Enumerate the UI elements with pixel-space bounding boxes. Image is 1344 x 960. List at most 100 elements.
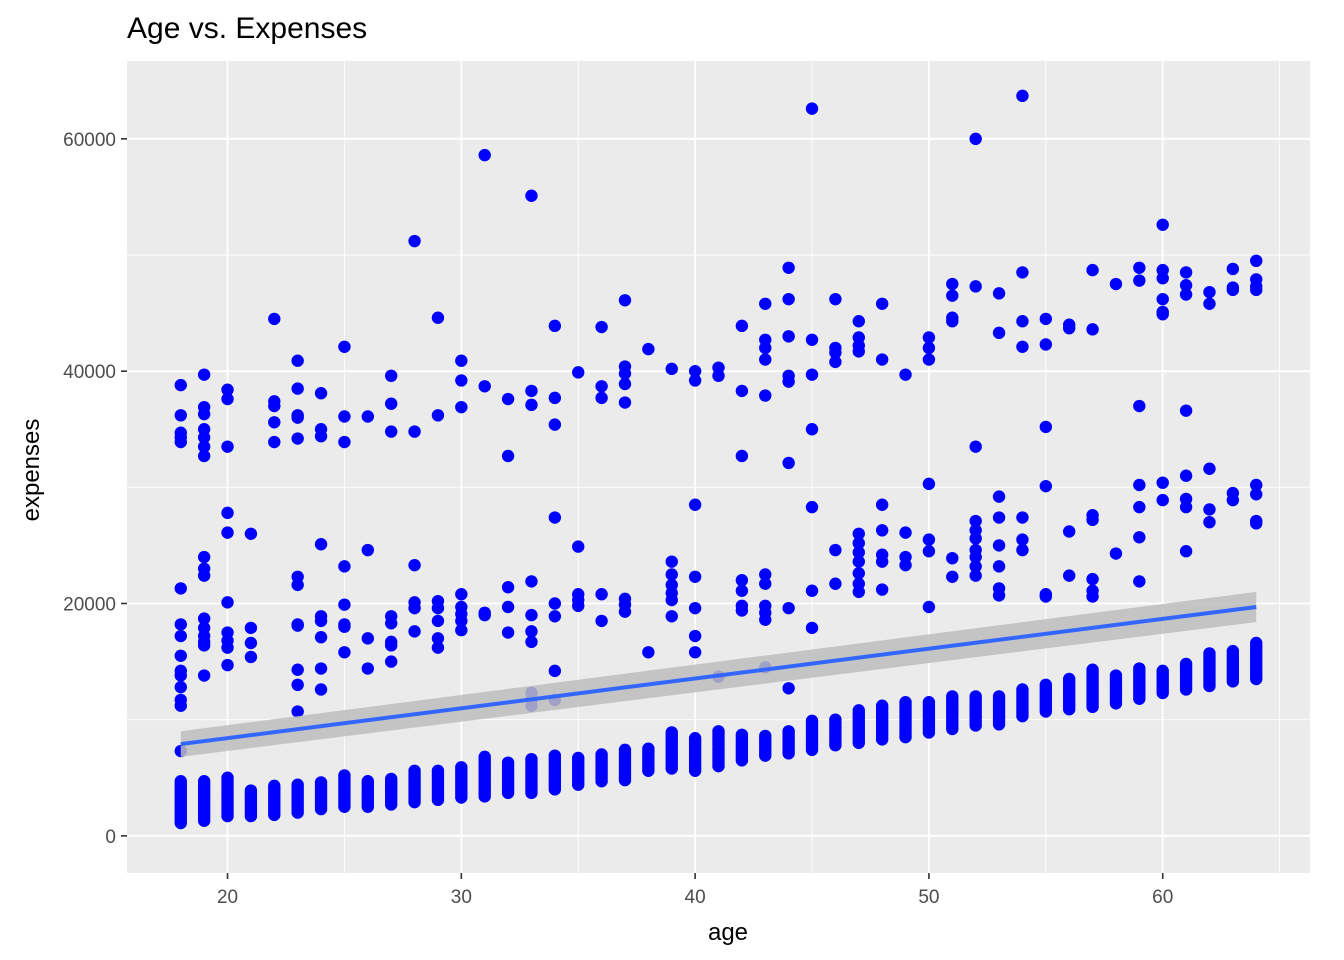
data-point xyxy=(244,636,258,650)
data-point xyxy=(829,543,842,557)
data-point xyxy=(1062,672,1076,686)
data-point xyxy=(1062,569,1076,582)
data-point xyxy=(1086,263,1099,277)
data-point xyxy=(1062,525,1076,538)
data-point xyxy=(735,449,749,463)
trend-line-group xyxy=(180,591,1257,757)
data-point xyxy=(197,775,211,788)
data-point xyxy=(969,690,982,703)
data-point xyxy=(1156,292,1169,306)
data-point xyxy=(1203,297,1216,310)
data-point xyxy=(525,625,538,638)
data-point xyxy=(244,621,258,635)
data-point xyxy=(361,543,375,557)
data-point xyxy=(642,742,655,755)
data-point xyxy=(314,662,328,675)
data-point xyxy=(735,584,749,597)
data-point xyxy=(291,432,304,445)
data-point xyxy=(197,440,211,453)
data-point xyxy=(1156,272,1169,285)
data-point xyxy=(314,776,328,789)
trend-line xyxy=(180,604,1257,747)
data-point xyxy=(431,601,445,615)
data-point xyxy=(595,748,608,761)
data-point xyxy=(548,597,562,610)
data-point xyxy=(197,368,211,381)
data-point xyxy=(572,599,585,613)
data-point xyxy=(548,749,562,762)
data-point xyxy=(174,409,187,422)
data-point xyxy=(431,311,445,324)
data-point xyxy=(969,514,982,528)
data-point xyxy=(688,646,702,659)
data-point xyxy=(595,391,608,405)
data-point xyxy=(805,621,819,635)
data-point xyxy=(1039,590,1053,603)
data-point xyxy=(782,682,795,695)
data-point xyxy=(338,769,351,782)
data-point xyxy=(899,558,912,572)
data-point xyxy=(946,551,959,565)
y-tick-label: 40000 xyxy=(63,362,116,383)
data-point xyxy=(1179,266,1193,279)
data-point xyxy=(992,287,1006,300)
data-point xyxy=(455,614,468,628)
data-point xyxy=(899,368,912,381)
data-point xyxy=(759,297,772,310)
data-point xyxy=(197,449,211,463)
data-point xyxy=(852,555,865,568)
data-point xyxy=(478,750,491,764)
data-point xyxy=(1062,321,1076,335)
data-point xyxy=(221,526,234,539)
data-point xyxy=(852,536,865,550)
data-point xyxy=(992,560,1006,573)
data-point xyxy=(1203,515,1216,529)
data-point xyxy=(314,614,328,628)
data-point xyxy=(455,374,468,387)
data-point xyxy=(221,383,234,396)
data-point xyxy=(782,375,795,388)
data-point xyxy=(992,539,1006,552)
data-point xyxy=(688,364,702,378)
data-point xyxy=(829,355,842,369)
data-point xyxy=(1039,338,1053,351)
data-point xyxy=(291,663,304,676)
data-point xyxy=(618,743,632,757)
data-point xyxy=(291,382,304,395)
data-point xyxy=(852,704,865,717)
data-point xyxy=(1156,218,1169,231)
data-point xyxy=(1226,493,1240,507)
data-point xyxy=(1179,545,1193,558)
data-point xyxy=(759,353,772,366)
data-point xyxy=(805,584,819,597)
data-point xyxy=(1250,636,1263,650)
data-point xyxy=(805,500,819,514)
data-point xyxy=(501,392,515,406)
data-point xyxy=(1250,283,1263,297)
data-point xyxy=(384,397,398,410)
data-point xyxy=(1016,266,1029,279)
data-point xyxy=(174,699,187,712)
data-point xyxy=(1203,503,1216,516)
data-point xyxy=(1179,288,1193,301)
data-point xyxy=(1039,420,1053,434)
data-point xyxy=(595,320,608,334)
data-point xyxy=(1039,312,1053,326)
data-point xyxy=(501,581,515,594)
data-point xyxy=(525,635,538,649)
x-tick-label: 50 xyxy=(918,887,939,908)
data-point xyxy=(291,411,304,424)
data-point xyxy=(268,779,281,793)
data-point xyxy=(969,569,982,582)
data-point xyxy=(174,629,187,643)
data-point xyxy=(408,601,421,615)
data-point xyxy=(221,596,234,609)
data-point xyxy=(1086,323,1099,336)
data-point xyxy=(525,608,538,622)
data-point xyxy=(1250,254,1263,268)
data-point xyxy=(1156,308,1169,321)
data-point xyxy=(852,585,865,599)
data-point xyxy=(1250,478,1263,492)
data-point xyxy=(338,560,351,573)
data-point xyxy=(221,506,234,520)
